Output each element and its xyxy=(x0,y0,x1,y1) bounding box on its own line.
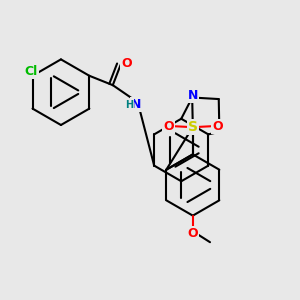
Text: N: N xyxy=(188,89,198,102)
Text: O: O xyxy=(187,227,197,240)
Text: O: O xyxy=(212,120,223,133)
Text: O: O xyxy=(163,120,174,133)
Text: O: O xyxy=(121,57,131,70)
Text: N: N xyxy=(131,98,141,111)
Text: S: S xyxy=(188,120,198,134)
Text: Cl: Cl xyxy=(24,65,38,78)
Text: H: H xyxy=(125,100,133,110)
